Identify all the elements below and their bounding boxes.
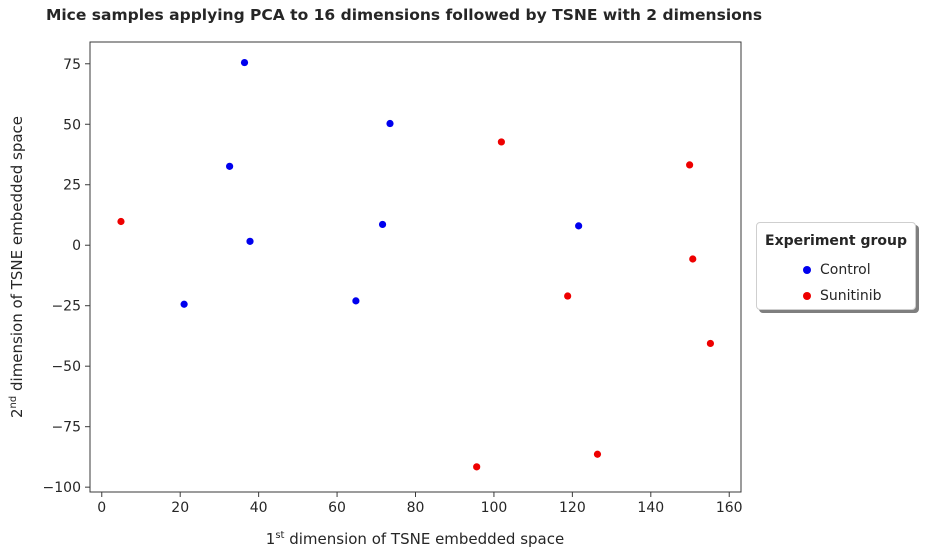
chart-title: Mice samples applying PCA to 16 dimensio… (46, 6, 762, 24)
y-tick-label: −100 (43, 480, 81, 496)
y-axis: −100 −75 −50 −25 0 25 50 75 (43, 57, 90, 496)
x-tick-label: 80 (407, 500, 425, 516)
point-control (378, 220, 387, 229)
point-sunitinib (686, 161, 694, 169)
x-axis-label-prefix: 1 (266, 530, 276, 548)
x-tick-label: 20 (171, 500, 189, 516)
x-tick-label: 140 (637, 500, 664, 516)
legend-marker-control (803, 266, 811, 274)
y-tick-label: −75 (51, 420, 81, 436)
legend-label-control: Control (820, 262, 871, 278)
x-tick-label: 100 (481, 500, 508, 516)
legend-item-control: Control (803, 262, 871, 278)
x-tick-label: 60 (328, 500, 346, 516)
point-control (386, 119, 394, 128)
x-tick-label: 0 (97, 500, 106, 516)
point-control (352, 297, 360, 305)
y-axis-label: 2nd dimension of TSNE embedded space (8, 116, 26, 418)
x-tick-label: 120 (559, 500, 586, 516)
legend: Experiment group Control Sunitinib (756, 222, 916, 310)
y-tick-label: −25 (51, 299, 81, 315)
point-sunitinib (117, 217, 125, 226)
point-sunitinib (689, 255, 697, 263)
y-tick-label: 75 (63, 57, 81, 73)
y-tick-label: 50 (63, 117, 81, 133)
point-sunitinib (564, 292, 572, 300)
point-control (575, 222, 583, 230)
legend-item-sunitinib: Sunitinib (803, 288, 882, 304)
x-axis: 0 20 40 60 80 100 120 140 160 (97, 492, 743, 516)
point-control (226, 162, 234, 170)
x-axis-label: 1st dimension of TSNE embedded space (266, 530, 564, 548)
point-sunitinib (497, 138, 505, 146)
y-tick-label: 0 (72, 238, 81, 254)
point-sunitinib (473, 463, 481, 471)
y-tick-label: 25 (63, 178, 81, 194)
point-control (246, 237, 254, 245)
y-axis-label-sup: nd (8, 396, 19, 409)
x-axis-label-suffix: dimension of TSNE embedded space (284, 530, 564, 548)
legend-title: Experiment group (765, 233, 907, 249)
y-axis-label-suffix: dimension of TSNE embedded space (8, 116, 26, 396)
y-axis-label-prefix: 2 (8, 408, 26, 418)
x-tick-label: 40 (250, 500, 268, 516)
point-control (240, 58, 249, 67)
x-axis-label-sup: st (275, 530, 284, 541)
legend-marker-sunitinib (803, 292, 811, 300)
point-sunitinib (593, 450, 602, 458)
data-points (117, 58, 715, 471)
y-tick-label: −50 (51, 359, 81, 375)
point-sunitinib (706, 339, 715, 348)
legend-label-sunitinib: Sunitinib (820, 288, 882, 304)
x-tick-label: 160 (716, 500, 743, 516)
point-control (180, 300, 188, 308)
plot-area (89, 41, 742, 493)
